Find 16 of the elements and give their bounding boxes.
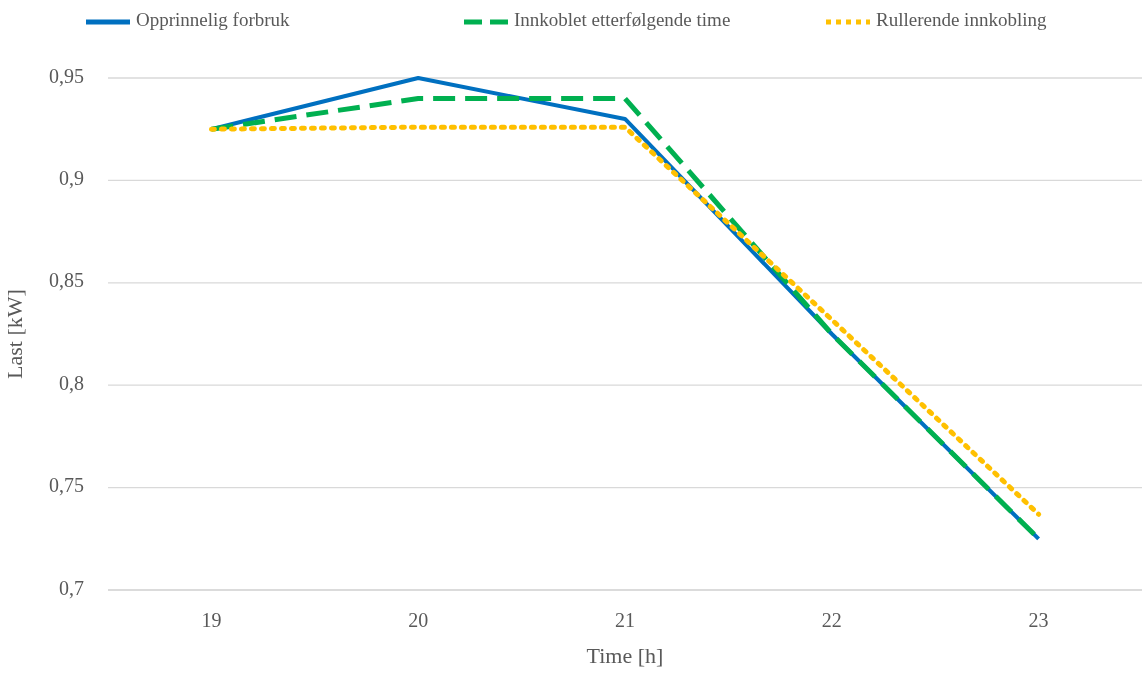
y-tick-label: 0,75 xyxy=(49,474,84,497)
x-tick-label: 19 xyxy=(201,609,222,631)
y-tick-label: 0,9 xyxy=(59,166,84,189)
x-tick-label: 22 xyxy=(821,609,842,631)
y-tick-label: 0,95 xyxy=(49,64,84,87)
x-tick-label: 23 xyxy=(1028,609,1049,631)
legend-label: Opprinnelig forbruk xyxy=(136,9,291,31)
legend-label: Rullerende innkobling xyxy=(876,9,1047,31)
y-tick-label: 0,85 xyxy=(49,269,84,292)
y-tick-label: 0,7 xyxy=(59,576,84,599)
y-axis-title: Last [kW] xyxy=(2,289,27,379)
x-tick-label: 21 xyxy=(615,609,635,631)
legend-label: Innkoblet etterfølgende time xyxy=(514,9,731,31)
x-axis-title: Time [h] xyxy=(586,643,664,668)
y-tick-label: 0,8 xyxy=(59,371,84,394)
x-tick-label: 20 xyxy=(408,609,429,631)
